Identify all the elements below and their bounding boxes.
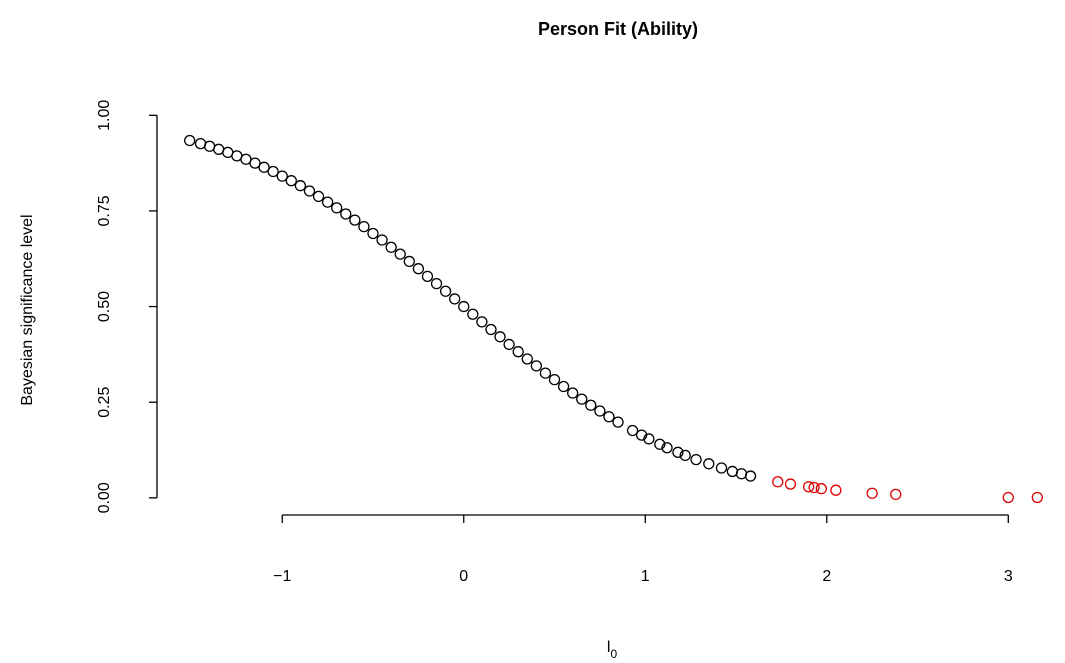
point — [439, 285, 452, 297]
point — [802, 481, 815, 493]
point — [576, 393, 588, 405]
point — [303, 185, 316, 197]
point — [1031, 491, 1043, 504]
point — [449, 293, 461, 305]
point — [726, 465, 739, 478]
point — [349, 214, 361, 226]
point — [521, 353, 533, 365]
point — [772, 476, 784, 488]
point — [285, 175, 297, 187]
point — [485, 323, 497, 336]
point — [530, 360, 543, 372]
x-tick-label: 0 — [459, 568, 468, 585]
point — [258, 161, 270, 173]
y-tick-label: 0.25 — [96, 387, 113, 418]
point — [661, 442, 673, 454]
point — [403, 255, 415, 268]
point — [184, 134, 196, 147]
point — [679, 449, 691, 462]
point — [603, 411, 615, 423]
point — [358, 220, 370, 233]
y-tick-label: 0.00 — [96, 482, 113, 513]
point — [654, 438, 666, 450]
point — [394, 248, 406, 260]
x-axis-label-sub: 0 — [610, 647, 617, 661]
point — [430, 277, 443, 290]
point — [331, 202, 343, 214]
point — [744, 470, 757, 482]
y-tick-label: 1.00 — [96, 100, 113, 131]
point — [703, 458, 715, 470]
point — [276, 170, 288, 182]
x-tick-label: −1 — [273, 568, 291, 585]
x-axis-label: l0 — [607, 639, 618, 661]
point — [612, 416, 624, 428]
point — [690, 453, 702, 466]
point — [476, 316, 488, 328]
point — [249, 157, 261, 169]
point — [494, 331, 506, 343]
point — [585, 399, 597, 411]
y-tick-label: 0.75 — [96, 195, 113, 226]
point — [866, 487, 878, 499]
point — [830, 484, 842, 496]
y-tick-label: 0.50 — [96, 291, 113, 322]
point — [567, 387, 579, 399]
point — [385, 241, 397, 253]
point — [321, 196, 334, 208]
point — [367, 227, 379, 240]
point — [594, 405, 606, 417]
point — [412, 263, 425, 275]
x-tick-label: 1 — [641, 568, 650, 585]
y-axis-label: Bayesian significance level — [19, 214, 36, 405]
point — [458, 300, 470, 313]
x-tick-label: 2 — [822, 568, 831, 585]
point — [815, 483, 827, 495]
x-axis-label-main: l — [607, 639, 611, 656]
point — [643, 433, 655, 445]
point — [672, 446, 684, 458]
point — [539, 367, 552, 379]
point — [376, 234, 388, 246]
point — [312, 190, 325, 203]
point — [1002, 491, 1014, 504]
point — [467, 308, 479, 320]
point — [421, 270, 434, 282]
point — [267, 165, 279, 178]
point — [735, 468, 748, 480]
point — [503, 338, 515, 351]
point — [715, 462, 728, 474]
point — [294, 180, 307, 192]
point — [340, 208, 352, 220]
point — [557, 380, 570, 393]
point — [890, 488, 902, 501]
point — [512, 346, 524, 358]
point — [784, 478, 797, 490]
point — [808, 481, 820, 494]
chart-title: Person Fit (Ability) — [538, 19, 698, 39]
point — [548, 373, 561, 386]
x-tick-label: 3 — [1004, 568, 1013, 585]
point — [626, 424, 639, 437]
